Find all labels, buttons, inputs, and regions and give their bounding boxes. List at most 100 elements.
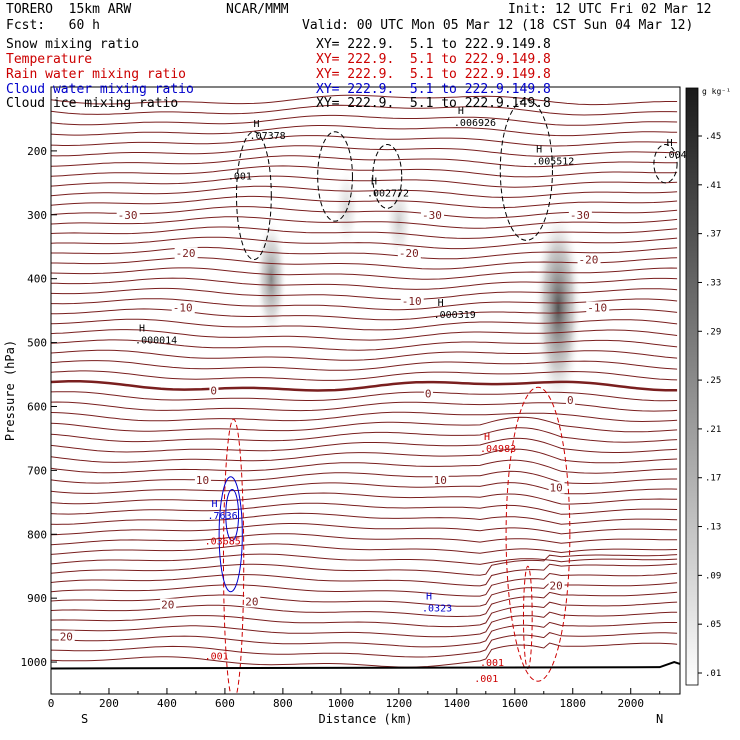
ice-label: .001: [228, 172, 252, 183]
rain-label-h: H: [484, 432, 490, 443]
snow-maximum-label-value: .000319: [434, 310, 476, 321]
temperature-label: -10: [402, 295, 422, 308]
field-xy-cloud-ice: XY= 222.9. 5.1 to 222.9.149.8: [316, 96, 551, 111]
rain-label-value: .03685: [205, 537, 241, 548]
colorbar-tick-label: .45: [705, 132, 721, 142]
label-background: [568, 208, 592, 221]
y-tick-label: 500: [27, 337, 47, 350]
snow-maximum-label-h: H: [458, 106, 464, 117]
snow-maximum: [534, 207, 583, 408]
y-tick-label: 700: [27, 464, 47, 477]
temperature-label: -20: [399, 247, 419, 260]
snow-maximum: [255, 218, 287, 339]
temperature-label: -30: [118, 209, 138, 222]
isotherm: [51, 523, 678, 536]
cloud-ice-contour: [317, 131, 353, 222]
x-tick-label: 1000: [328, 697, 355, 710]
moisture-contours: [218, 99, 678, 694]
temperature-label: -20: [579, 254, 599, 267]
label-background: [432, 473, 449, 486]
rain-contour: [522, 565, 533, 669]
isotherm: [51, 185, 678, 198]
north-label: N: [656, 712, 663, 726]
isotherm: [51, 216, 678, 229]
isotherm: [51, 339, 678, 351]
label-background: [171, 301, 195, 314]
x-tick-label: 1400: [444, 697, 471, 710]
colorbar-unit: g kg⁻¹: [702, 87, 731, 96]
x-tick-label: 200: [99, 697, 119, 710]
isotherm: [51, 611, 678, 638]
label-background: [209, 384, 219, 397]
temperature-label: 0: [210, 385, 217, 398]
x-tick-label: 1800: [560, 697, 587, 710]
isotherm: [51, 411, 678, 423]
snow-maximum-label-value: .002772: [367, 188, 409, 199]
snow-maximum-label-value: .006926: [454, 118, 496, 129]
snow-shading: [255, 168, 583, 408]
model-name: TORERO 15km ARW: [6, 2, 132, 17]
center-name: NCAR/MMM: [226, 2, 289, 17]
isotherm: [51, 632, 678, 658]
temperature-label: -20: [176, 247, 196, 260]
isotherm: [51, 642, 678, 668]
temperature-label: 20: [245, 595, 258, 608]
field-name-cloud-water: Cloud water mixing ratio: [6, 82, 194, 97]
isotherm: [51, 257, 678, 270]
colorbar-tick-label: .25: [705, 376, 721, 386]
snow-maximum-label-h: H: [371, 176, 377, 187]
isotherm: [51, 391, 678, 402]
temperature-label: 20: [550, 579, 563, 592]
cloud-water-contour: [225, 489, 240, 542]
isotherm: [51, 175, 678, 188]
isotherm: [51, 277, 678, 290]
y-tick-label: 300: [27, 209, 47, 222]
label-background: [577, 253, 601, 266]
field-xy-rain: XY= 222.9. 5.1 to 222.9.149.8: [316, 67, 551, 82]
isotherm: [51, 114, 678, 126]
isotherm: [51, 349, 678, 361]
colorbar-tick-label: .01: [705, 669, 721, 679]
contour-labels: -30 -30 -30 -20 -20 -20 -10 -10 -10 0 0 0 10 10 10 20 20…: [58, 106, 693, 685]
isotherm: [51, 601, 678, 628]
isotherm: [51, 308, 678, 321]
isotherm: [51, 135, 678, 147]
x-tick-label: 800: [273, 697, 293, 710]
isotherm: [51, 512, 678, 525]
isotherm: [51, 621, 678, 648]
colorbar-tick-label: .09: [705, 571, 721, 581]
cloud-ice-contour: [372, 144, 403, 209]
isotherm: [51, 195, 678, 209]
isotherm: [51, 591, 678, 618]
cloud-water-label-value: .0323: [422, 604, 452, 615]
label-background: [421, 208, 445, 221]
isotherm: [51, 104, 678, 116]
isotherm: [51, 360, 678, 371]
isotherm: [51, 437, 678, 453]
temperature-label: -10: [587, 301, 607, 314]
isotherm: [51, 287, 678, 300]
colorbar-tick-label: .37: [705, 230, 721, 240]
snow-maximum: [334, 168, 359, 249]
colorbar: g kg⁻¹ .45 .41 .37 .33 .29 .25 .21 .17 .13 .09 .05.…: [685, 87, 731, 686]
isotherm: [51, 470, 678, 484]
rain-label-value: .04983: [480, 444, 516, 455]
cloud-water-label-h: H: [212, 499, 218, 510]
isotherm: [51, 298, 678, 311]
label-background: [244, 595, 261, 608]
snow-maximum-label-h: H: [254, 119, 260, 130]
x-axis-title: Distance (km): [319, 712, 413, 726]
isotherm: [51, 572, 678, 597]
cloud-ice-contour: [236, 131, 272, 261]
label-background: [194, 473, 211, 486]
y-tick-label: 600: [27, 400, 47, 413]
colorbar-tick-label: .21: [705, 425, 721, 435]
temperature-label: 10: [550, 482, 563, 495]
isotherm: [51, 482, 678, 495]
init-time: Init: 12 UTC Fri 02 Mar 12: [508, 2, 712, 17]
isotherm: [51, 236, 678, 250]
label-background: [160, 598, 177, 611]
ground-line: [50, 660, 681, 670]
colorbar-tick-label: .05: [705, 620, 721, 630]
